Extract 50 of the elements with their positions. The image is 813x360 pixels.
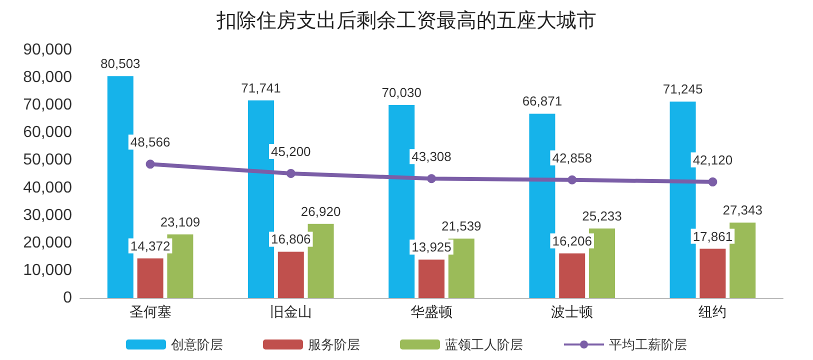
bar [278, 252, 304, 298]
x-tick-label: 华盛顿 [410, 304, 452, 320]
bar [418, 260, 444, 298]
data-label: 71,741 [241, 80, 281, 96]
point [427, 174, 436, 184]
data-label: 25,233 [582, 208, 622, 224]
data-label: 16,806 [271, 232, 311, 247]
bar [137, 258, 164, 298]
y-tick-label: 30,000 [23, 206, 72, 224]
bar [559, 253, 586, 298]
point [146, 160, 155, 169]
data-label: 13,925 [412, 240, 452, 255]
data-label: 48,566 [130, 134, 170, 150]
point [568, 175, 577, 184]
y-tick-label: 20,000 [23, 234, 72, 252]
y-tick-label: 50,000 [23, 152, 72, 169]
y-tick-label: 60,000 [23, 124, 72, 142]
legend-label: 服务阶层 [308, 337, 360, 352]
y-tick-label: 10,000 [23, 262, 72, 279]
legend-label: 创意阶层 [171, 337, 223, 352]
data-label: 42,120 [692, 152, 733, 168]
data-label: 14,372 [130, 238, 170, 254]
legend-label: 蓝领工人阶层 [445, 337, 523, 352]
x-tick-label: 旧金山 [270, 304, 312, 320]
data-label: 27,343 [722, 202, 762, 218]
data-label: 71,245 [662, 82, 703, 97]
legend-label: 平均工薪阶层 [609, 337, 687, 352]
data-label: 16,206 [552, 233, 592, 248]
y-tick-label: 0 [63, 290, 72, 306]
data-label: 70,030 [382, 85, 422, 100]
data-label: 21,539 [442, 218, 482, 234]
data-label: 17,861 [692, 228, 733, 244]
point [286, 168, 296, 178]
chart-title: 扣除住房支出后剩余工资最高的五座大城市 [216, 9, 596, 32]
data-label: 45,200 [271, 144, 311, 159]
bar [700, 248, 726, 298]
data-label: 42,858 [552, 150, 592, 166]
x-tick-label: 圣何塞 [129, 304, 172, 320]
x-tick-label: 纽约 [698, 304, 727, 320]
data-label: 43,308 [412, 149, 452, 164]
data-label: 66,871 [522, 94, 562, 109]
y-tick-label: 80,000 [23, 69, 72, 86]
y-tick-label: 40,000 [23, 179, 72, 196]
y-tick-label: 90,000 [23, 42, 72, 58]
point [708, 177, 718, 186]
y-tick-label: 70,000 [23, 96, 72, 114]
data-label: 23,109 [160, 214, 200, 230]
data-label: 26,920 [300, 204, 341, 219]
data-label: 80,503 [100, 56, 140, 72]
x-tick-label: 波士顿 [551, 304, 594, 320]
